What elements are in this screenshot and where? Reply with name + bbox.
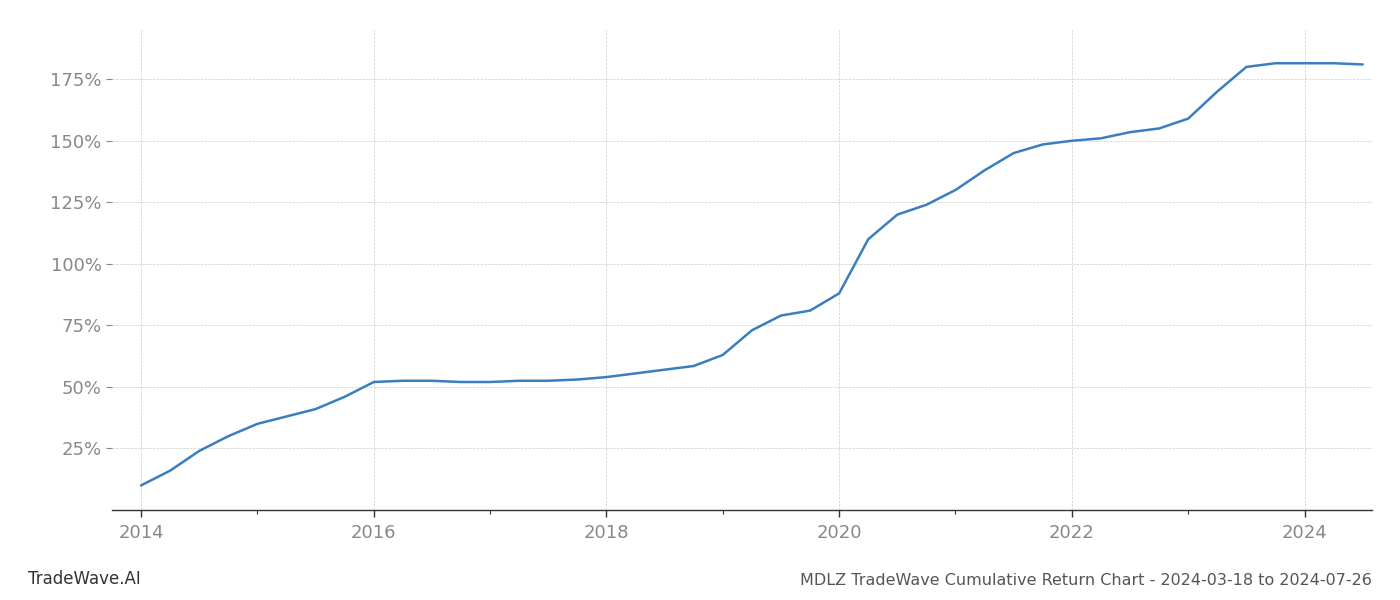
Text: TradeWave.AI: TradeWave.AI — [28, 570, 141, 588]
Text: MDLZ TradeWave Cumulative Return Chart - 2024-03-18 to 2024-07-26: MDLZ TradeWave Cumulative Return Chart -… — [801, 573, 1372, 588]
